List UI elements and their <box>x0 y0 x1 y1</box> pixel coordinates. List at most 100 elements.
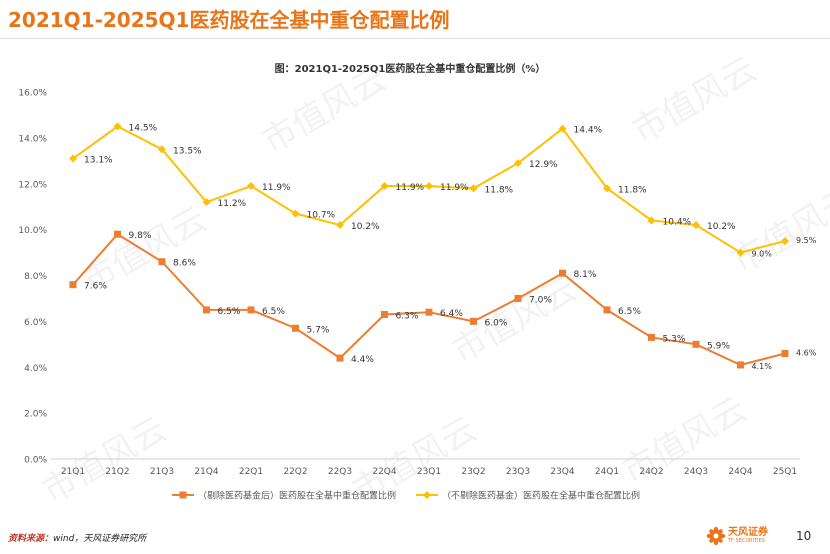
data-label: 13.5% <box>173 146 202 156</box>
data-point <box>381 310 388 318</box>
data-label: 6.4% <box>440 309 463 319</box>
data-point <box>648 333 655 341</box>
brand-logo: 天风证券 TF SECURITIES <box>706 526 768 546</box>
x-tick-label: 22Q4 <box>372 467 397 477</box>
x-tick-label: 25Q1 <box>773 467 797 477</box>
data-label: 4.6% <box>796 348 817 357</box>
x-tick-label: 22Q2 <box>283 467 307 477</box>
x-tick-label: 21Q4 <box>194 467 219 477</box>
x-tick-label: 24Q1 <box>595 467 619 477</box>
data-label: 11.8% <box>485 185 514 195</box>
x-tick-label: 24Q4 <box>728 467 753 477</box>
data-label: 5.3% <box>663 334 686 344</box>
data-label: 10.7% <box>307 211 336 221</box>
watermark-text: 市值风云 <box>626 49 764 152</box>
data-point <box>603 306 611 314</box>
y-tick-label: 10.0% <box>18 226 47 236</box>
y-tick-label: 16.0% <box>18 89 47 99</box>
data-label: 6.0% <box>485 318 508 328</box>
data-point <box>247 182 255 191</box>
data-point <box>692 221 700 230</box>
data-label: 14.4% <box>574 126 603 136</box>
chart-title: 图：2021Q1-2025Q1医药股在全基中重仓配置比例（%） <box>275 62 546 75</box>
data-label: 11.9% <box>262 183 291 193</box>
data-point <box>559 269 566 277</box>
footer-bar <box>0 523 830 554</box>
data-label: 11.2% <box>218 199 247 209</box>
data-point <box>514 159 522 168</box>
data-point <box>336 354 344 362</box>
data-label: 11.9% <box>440 183 469 193</box>
data-label: 6.5% <box>618 307 641 317</box>
x-tick-label: 21Q3 <box>150 467 174 477</box>
data-point <box>158 145 166 154</box>
data-point <box>470 317 477 325</box>
legend-marker <box>179 491 187 499</box>
data-label: 6.3% <box>396 311 419 321</box>
data-label: 7.6% <box>84 282 107 292</box>
data-point <box>336 221 344 230</box>
brand-name: 天风证券 <box>728 527 768 538</box>
data-point <box>114 230 121 238</box>
x-tick-label: 24Q2 <box>639 467 663 477</box>
source-text: wind，天风证券研究所 <box>53 534 147 544</box>
series-line-1 <box>72 232 786 367</box>
data-label: 10.2% <box>351 222 380 232</box>
x-tick-label: 22Q1 <box>239 467 263 477</box>
legend-marker <box>423 491 431 499</box>
data-point <box>514 294 522 302</box>
data-point <box>203 306 210 314</box>
data-point <box>380 182 389 191</box>
data-point <box>781 349 789 357</box>
x-tick-label: 23Q3 <box>506 467 530 477</box>
x-tick-label: 23Q1 <box>417 467 441 477</box>
data-label: 9.0% <box>752 250 773 259</box>
data-point <box>737 361 744 369</box>
watermark-text: 市值风云 <box>36 409 174 512</box>
x-tick-label: 23Q4 <box>550 467 575 477</box>
data-label: 9.5% <box>796 236 817 245</box>
slide-title: 2021Q1-2025Q1医药股在全基中重仓配置比例 <box>8 8 450 32</box>
data-label: 9.8% <box>129 231 152 241</box>
data-label: 10.2% <box>707 222 736 232</box>
data-point <box>291 209 300 218</box>
data-point <box>469 184 478 193</box>
data-point <box>692 340 700 348</box>
data-label: 10.4% <box>663 217 692 227</box>
data-label: 11.8% <box>618 185 647 195</box>
data-point <box>202 198 211 207</box>
data-label: 4.4% <box>351 355 374 365</box>
y-tick-label: 0.0% <box>24 456 47 466</box>
data-point <box>558 124 567 133</box>
data-label: 8.6% <box>173 259 196 269</box>
data-label: 6.5% <box>262 307 285 317</box>
data-point <box>781 237 789 246</box>
brand-name-en: TF SECURITIES <box>728 538 765 544</box>
data-label: 4.1% <box>752 362 773 371</box>
x-tick-label: 22Q3 <box>328 467 352 477</box>
legend-label: （不剔除医药基金）医药股在全基中重仓配置比例 <box>442 490 640 502</box>
data-point <box>158 258 166 266</box>
data-label: 11.9% <box>396 183 425 193</box>
x-tick-label: 23Q2 <box>461 467 485 477</box>
y-tick-label: 12.0% <box>18 180 47 190</box>
data-point <box>247 306 255 314</box>
data-label: 12.9% <box>529 160 558 170</box>
data-label: 14.5% <box>129 123 158 133</box>
data-label: 13.1% <box>84 156 113 166</box>
data-point <box>425 308 433 316</box>
data-label: 6.5% <box>218 307 241 317</box>
y-tick-label: 8.0% <box>24 272 47 282</box>
data-point <box>292 324 299 332</box>
y-tick-label: 2.0% <box>24 410 47 420</box>
y-tick-label: 14.0% <box>18 134 47 144</box>
data-point <box>603 184 611 193</box>
page-number: 10 <box>796 529 812 543</box>
data-label: 5.9% <box>707 341 730 351</box>
x-tick-label: 21Q2 <box>105 467 129 477</box>
watermark-text: 市值风云 <box>726 179 830 282</box>
flower-logo-icon <box>706 526 726 546</box>
x-tick-label: 21Q1 <box>61 467 85 477</box>
data-label: 7.0% <box>529 295 552 305</box>
